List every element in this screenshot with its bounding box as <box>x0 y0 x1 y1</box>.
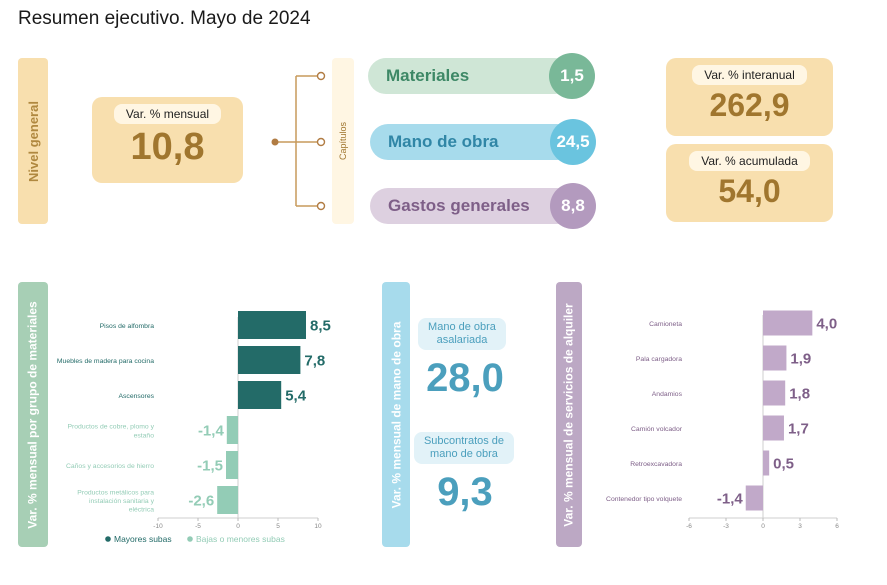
bar <box>763 450 770 476</box>
materiales-chart-title: Var. % mensual por grupo de materiales <box>26 300 41 529</box>
capitulos-tab: Capítulos <box>332 58 354 224</box>
category-label: Contenedor tipo volquete <box>606 496 682 503</box>
var-acumulada-box: Var. % acumulada 54,0 <box>666 144 833 222</box>
var-mensual-value: 10,8 <box>130 126 205 168</box>
x-tick-label: -3 <box>723 523 729 530</box>
bar <box>238 381 282 409</box>
var-acumulada-label: Var. % acumulada <box>689 151 810 171</box>
value-label: -1,4 <box>198 423 225 440</box>
capitulo-materiales-label: Materiales <box>386 66 470 85</box>
x-tick-label: 6 <box>835 523 839 530</box>
bar <box>763 345 787 371</box>
legend-label: Bajas o menores subas <box>196 534 285 544</box>
capitulo-gastos-generales-label: Gastos generales <box>388 196 530 215</box>
capitulo-materiales-value: 1,5 <box>549 53 595 99</box>
value-label: 7,8 <box>304 353 325 370</box>
category-label: Retroexcavadora <box>630 461 682 468</box>
subcontratos-chip: Subcontratos de mano de obra <box>414 432 514 464</box>
var-interanual-label: Var. % interanual <box>692 65 807 85</box>
category-label: Ascensores <box>118 393 154 400</box>
capitulo-mano-de-obra-value: 24,5 <box>550 119 596 165</box>
value-label: -1,4 <box>717 491 744 508</box>
category-label: Productos metálicos para <box>77 489 154 496</box>
x-tick-label: 0 <box>761 523 765 530</box>
var-acumulada-value: 54,0 <box>718 173 781 209</box>
legend-swatch <box>105 536 111 542</box>
subcontratos-label: Subcontratos de mano de obra <box>423 435 505 460</box>
page-title: Resumen ejecutivo. Mayo de 2024 <box>18 8 311 29</box>
x-tick-label: -10 <box>153 523 163 530</box>
x-tick-label: 0 <box>236 523 240 530</box>
subcontratos-value: 9,3 <box>437 470 493 514</box>
value-label: 5,4 <box>285 388 307 405</box>
category-label: instalación sanitaria y <box>89 498 155 505</box>
value-label: 0,5 <box>773 456 794 473</box>
bar <box>763 415 784 441</box>
mano-de-obra-tab-label: Var. % mensual de mano de obra <box>389 321 404 508</box>
mano-de-obra-tab: Var. % mensual de mano de obra <box>382 282 410 547</box>
value-label: 1,8 <box>789 386 810 403</box>
capitulo-gastos-generales-value: 8,8 <box>550 183 596 229</box>
bar <box>238 311 306 339</box>
category-label: Camión volcador <box>631 426 683 433</box>
value-label: -1,5 <box>197 458 223 475</box>
bar <box>217 486 238 514</box>
legend-swatch <box>187 536 193 542</box>
value-label: 4,0 <box>816 316 837 333</box>
bar <box>745 485 763 511</box>
category-label: Camioneta <box>649 321 682 328</box>
category-label: Pala cargadora <box>636 356 682 363</box>
category-label: eléctrica <box>129 507 155 514</box>
bar <box>226 416 238 444</box>
x-tick-label: -5 <box>195 523 201 530</box>
category-label: estaño <box>134 432 155 439</box>
category-label: Productos de cobre, plomo y <box>67 424 154 431</box>
var-interanual-value: 262,9 <box>709 87 790 123</box>
capitulo-mano-de-obra-label: Mano de obra <box>388 132 499 151</box>
alquiler-chart-tab: Var. % mensual de servicios de alquiler <box>556 282 582 547</box>
value-label: 8,5 <box>310 318 331 335</box>
x-tick-label: 3 <box>798 523 802 530</box>
capitulo-mano-de-obra: Mano de obra <box>370 124 575 160</box>
var-mensual-box: Var. % mensual 10,8 <box>92 97 243 183</box>
x-tick-label: 10 <box>314 523 322 530</box>
asalariada-label: Mano de obra asalariada <box>428 321 496 346</box>
category-label: Caños y accesorios de hierro <box>66 463 154 470</box>
asalariada-chip: Mano de obra asalariada <box>418 318 506 350</box>
alquiler-chart-title: Var. % mensual de servicios de alquiler <box>562 302 577 527</box>
materiales-chart-tab: Var. % mensual por grupo de materiales <box>18 282 48 547</box>
capitulo-materiales: Materiales <box>368 58 573 94</box>
capitulos-label: Capítulos <box>338 121 348 161</box>
var-mensual-label: Var. % mensual <box>113 104 222 124</box>
nivel-general-label: Nivel general <box>25 100 41 182</box>
nivel-general-tab: Nivel general <box>18 58 48 224</box>
materiales-chart: -10 -5 0 5 10 8,5 Pisos de alfombra 7,8 Muebles … <box>57 311 331 544</box>
bar <box>226 451 238 479</box>
category-label: Pisos de alfombra <box>100 323 155 330</box>
x-tick-label: -6 <box>686 523 692 530</box>
category-label: Andamios <box>652 391 683 398</box>
value-label: 1,7 <box>788 421 809 438</box>
value-label: -2,6 <box>188 493 214 510</box>
x-tick-label: 5 <box>276 523 280 530</box>
legend-label: Mayores subas <box>114 534 172 544</box>
bar <box>763 310 813 336</box>
category-label: Muebles de madera para cocina <box>57 358 154 365</box>
var-interanual-box: Var. % interanual 262,9 <box>666 58 833 136</box>
value-label: 1,9 <box>790 351 811 368</box>
bar <box>763 380 786 406</box>
capitulos-connector <box>271 71 326 211</box>
bar <box>238 346 301 374</box>
capitulo-gastos-generales: Gastos generales <box>370 188 575 224</box>
alquiler-chart: -6 -3 0 3 6 4,0 Camioneta 1,9 Pala cargadora 1,8 A… <box>606 310 839 530</box>
asalariada-value: 28,0 <box>426 356 504 400</box>
